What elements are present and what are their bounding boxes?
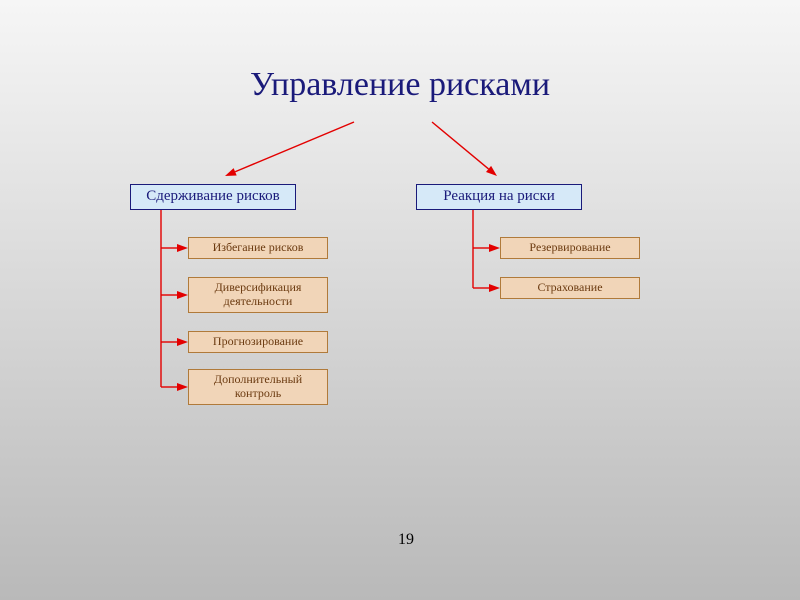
item-label: Резервирование bbox=[529, 241, 610, 255]
item-box: Избегание рисков bbox=[188, 237, 328, 259]
slide-title: Управление рисками bbox=[0, 66, 800, 104]
item-box: Резервирование bbox=[500, 237, 640, 259]
item-label: Избегание рисков bbox=[213, 241, 304, 255]
item-box: Диверсификация деятельности bbox=[188, 277, 328, 313]
page-number: 19 bbox=[398, 531, 414, 549]
category-label: Реакция на риски bbox=[443, 188, 555, 205]
category-box-containment: Сдерживание рисков bbox=[130, 184, 296, 210]
item-label: Прогнозирование bbox=[213, 335, 303, 349]
category-label: Сдерживание рисков bbox=[146, 188, 279, 205]
item-label: Дополнительный контроль bbox=[195, 373, 321, 401]
item-box: Страхование bbox=[500, 277, 640, 299]
slide: Управление рисками Сдерживание рисков Ре… bbox=[0, 0, 800, 600]
item-label: Диверсификация деятельности bbox=[195, 281, 321, 309]
item-box: Дополнительный контроль bbox=[188, 369, 328, 405]
item-label: Страхование bbox=[537, 281, 602, 295]
category-box-reaction: Реакция на риски bbox=[416, 184, 582, 210]
item-box: Прогнозирование bbox=[188, 331, 328, 353]
